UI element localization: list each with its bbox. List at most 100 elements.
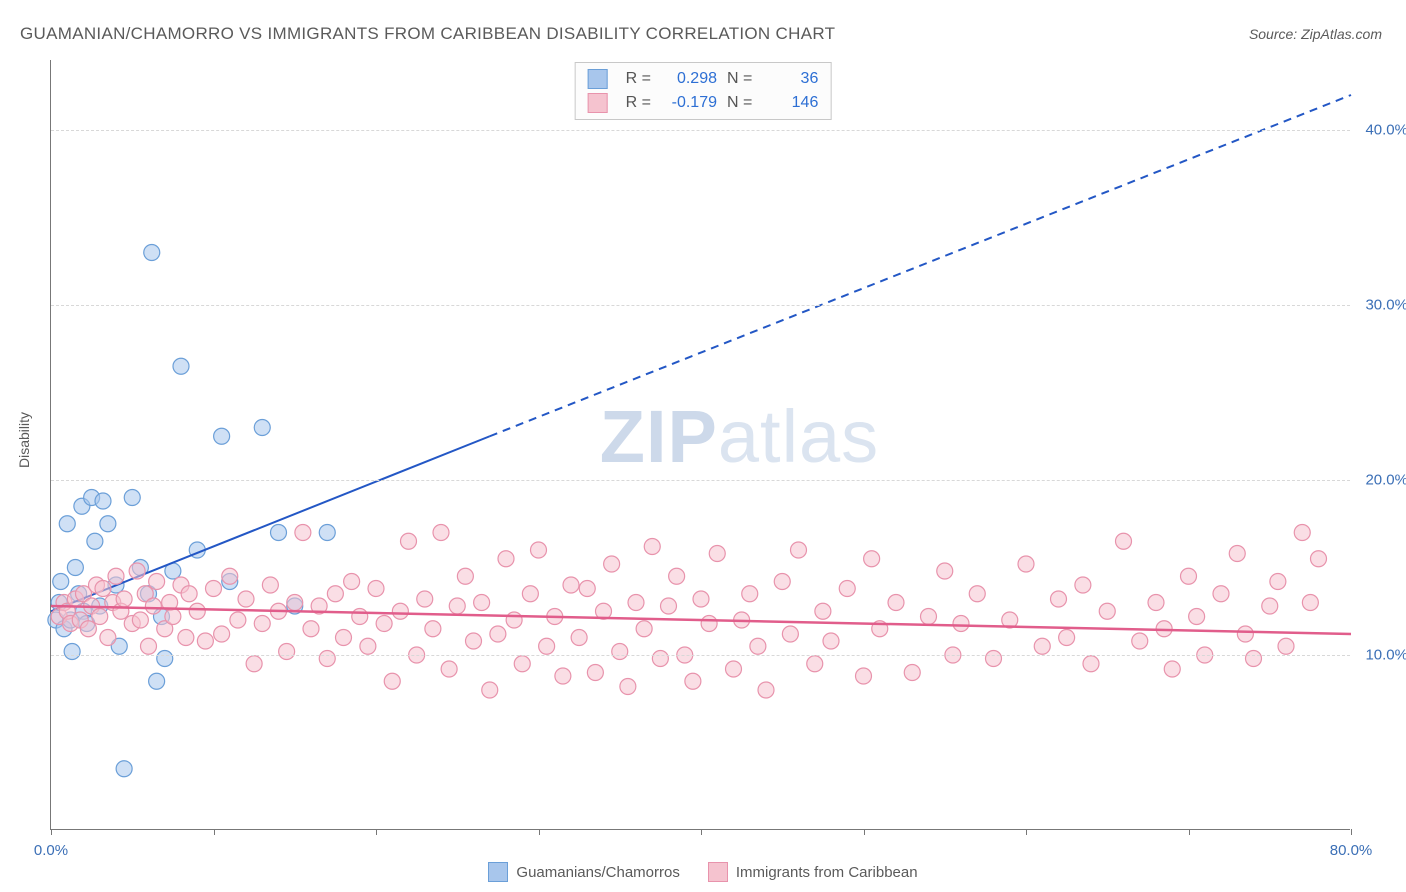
scatter-point — [1311, 551, 1327, 567]
scatter-point — [904, 665, 920, 681]
scatter-point — [1278, 638, 1294, 654]
scatter-point — [628, 595, 644, 611]
scatter-point — [742, 586, 758, 602]
scatter-point — [222, 568, 238, 584]
x-tick — [1189, 829, 1190, 835]
plot-area: ZIPatlas 10.0%20.0%30.0%40.0%0.0%80.0% — [50, 60, 1350, 830]
y-axis-label: Disability — [16, 412, 32, 468]
scatter-point — [571, 630, 587, 646]
scatter-point — [116, 761, 132, 777]
stats-box: R =0.298N =36R =-0.179N =146 — [575, 62, 832, 120]
scatter-point — [466, 633, 482, 649]
scatter-point — [1262, 598, 1278, 614]
scatter-point — [620, 679, 636, 695]
scatter-point — [774, 574, 790, 590]
scatter-point — [95, 581, 111, 597]
scatter-point — [425, 621, 441, 637]
scatter-point — [238, 591, 254, 607]
scatter-point — [969, 586, 985, 602]
scatter-point — [214, 626, 230, 642]
scatter-point — [141, 638, 157, 654]
scatter-point — [750, 638, 766, 654]
scatter-point — [53, 574, 69, 590]
scatter-point — [669, 568, 685, 584]
scatter-point — [401, 533, 417, 549]
scatter-point — [368, 581, 384, 597]
scatter-point — [178, 630, 194, 646]
scatter-point — [1034, 638, 1050, 654]
scatter-point — [937, 563, 953, 579]
scatter-point — [1083, 656, 1099, 672]
scatter-point — [59, 516, 75, 532]
scatter-point — [295, 525, 311, 541]
n-value: 36 — [762, 70, 818, 88]
scatter-point — [80, 621, 96, 637]
scatter-point — [262, 577, 278, 593]
scatter-point — [587, 665, 603, 681]
scatter-point — [604, 556, 620, 572]
scatter-point — [144, 245, 160, 261]
scatter-point — [303, 621, 319, 637]
x-tick-label: 0.0% — [34, 842, 68, 859]
scatter-point — [644, 539, 660, 555]
scatter-point — [214, 428, 230, 444]
y-tick-label: 30.0% — [1365, 297, 1406, 314]
scatter-point — [327, 586, 343, 602]
x-tick — [864, 829, 865, 835]
scatter-point — [1132, 633, 1148, 649]
scatter-point — [539, 638, 555, 654]
chart-svg — [51, 60, 1350, 829]
scatter-point — [490, 626, 506, 642]
scatter-point — [279, 644, 295, 660]
scatter-point — [1018, 556, 1034, 572]
scatter-point — [360, 638, 376, 654]
legend-swatch — [488, 862, 508, 882]
scatter-point — [1099, 603, 1115, 619]
scatter-point — [230, 612, 246, 628]
scatter-point — [287, 595, 303, 611]
scatter-point — [344, 574, 360, 590]
scatter-point — [95, 493, 111, 509]
scatter-point — [246, 656, 262, 672]
scatter-point — [823, 633, 839, 649]
scatter-point — [1116, 533, 1132, 549]
scatter-point — [791, 542, 807, 558]
scatter-point — [254, 420, 270, 436]
scatter-point — [1246, 651, 1262, 667]
x-tick — [1351, 829, 1352, 835]
scatter-point — [441, 661, 457, 677]
scatter-point — [100, 516, 116, 532]
scatter-point — [514, 656, 530, 672]
scatter-point — [1270, 574, 1286, 590]
x-tick — [51, 829, 52, 835]
scatter-point — [612, 644, 628, 660]
scatter-point — [856, 668, 872, 684]
legend-label: Immigrants from Caribbean — [736, 864, 918, 881]
scatter-point — [319, 525, 335, 541]
source-attribution: Source: ZipAtlas.com — [1249, 26, 1382, 42]
scatter-point — [661, 598, 677, 614]
n-value: 146 — [762, 94, 818, 112]
scatter-point — [782, 626, 798, 642]
scatter-point — [839, 581, 855, 597]
scatter-point — [206, 581, 222, 597]
scatter-point — [67, 560, 83, 576]
scatter-point — [685, 673, 701, 689]
scatter-point — [336, 630, 352, 646]
scatter-point — [815, 603, 831, 619]
scatter-point — [417, 591, 433, 607]
scatter-point — [498, 551, 514, 567]
legend-item: Immigrants from Caribbean — [708, 862, 918, 882]
scatter-point — [555, 668, 571, 684]
scatter-point — [652, 651, 668, 667]
scatter-point — [100, 630, 116, 646]
scatter-point — [197, 633, 213, 649]
legend-label: Guamanians/Chamorros — [516, 864, 679, 881]
x-tick — [376, 829, 377, 835]
gridline — [51, 480, 1350, 481]
scatter-point — [1213, 586, 1229, 602]
n-label: N = — [727, 70, 752, 88]
scatter-point — [563, 577, 579, 593]
r-value: 0.298 — [661, 70, 717, 88]
scatter-point — [1059, 630, 1075, 646]
